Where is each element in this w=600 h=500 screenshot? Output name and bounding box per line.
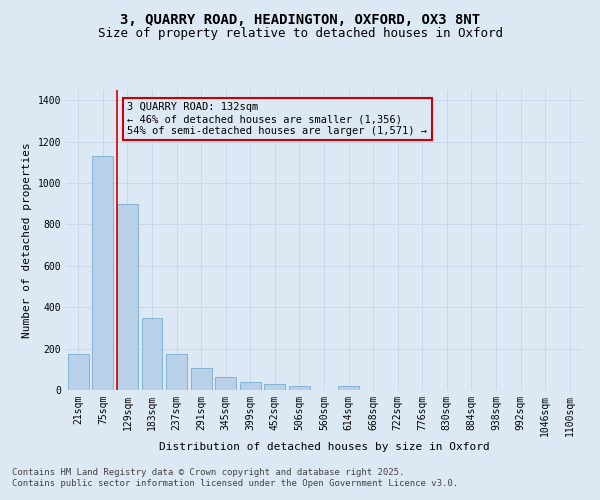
Text: Contains HM Land Registry data © Crown copyright and database right 2025.
Contai: Contains HM Land Registry data © Crown c…	[12, 468, 458, 487]
Bar	[191, 368, 212, 390]
Text: 3 QUARRY ROAD: 132sqm
← 46% of detached houses are smaller (1,356)
54% of semi-d: 3 QUARRY ROAD: 132sqm ← 46% of detached …	[127, 102, 427, 136]
Bar	[265, 384, 286, 390]
X-axis label: Distribution of detached houses by size in Oxford: Distribution of detached houses by size …	[158, 442, 490, 452]
Bar	[68, 354, 89, 390]
Bar	[215, 376, 236, 390]
Bar	[338, 386, 359, 390]
Y-axis label: Number of detached properties: Number of detached properties	[22, 142, 32, 338]
Text: Size of property relative to detached houses in Oxford: Size of property relative to detached ho…	[97, 28, 503, 40]
Bar	[240, 382, 261, 390]
Bar	[92, 156, 113, 390]
Bar	[142, 318, 163, 390]
Text: 3, QUARRY ROAD, HEADINGTON, OXFORD, OX3 8NT: 3, QUARRY ROAD, HEADINGTON, OXFORD, OX3 …	[120, 12, 480, 26]
Bar	[289, 386, 310, 390]
Bar	[166, 354, 187, 390]
Bar	[117, 204, 138, 390]
